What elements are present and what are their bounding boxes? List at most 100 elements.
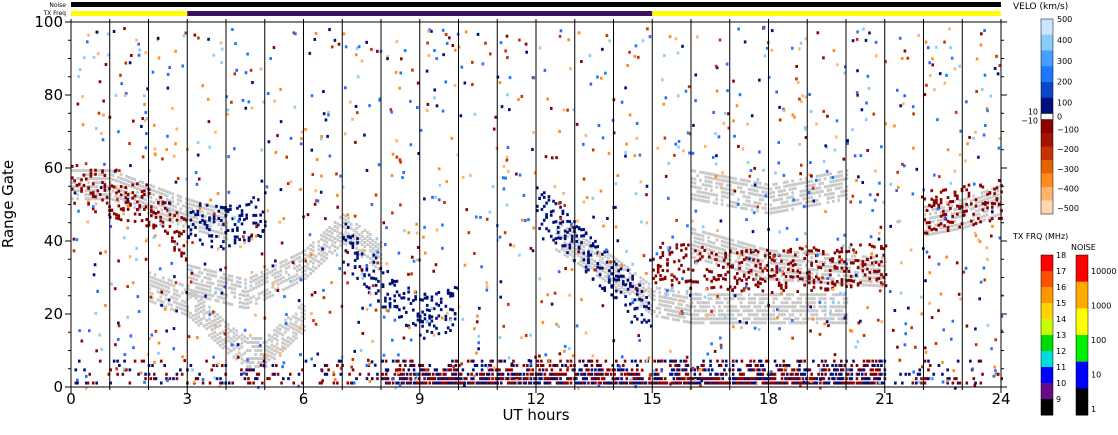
- scatter-cell: [833, 282, 837, 286]
- ground-scatter-cell: [799, 313, 803, 317]
- scatter-cell: [351, 272, 355, 276]
- ground-scatter-cell: [680, 295, 683, 299]
- scatter-band: [652, 241, 888, 295]
- scatter-cell: [683, 368, 686, 372]
- scatter-cell: [735, 104, 739, 108]
- scatter-cell: [670, 359, 674, 363]
- ground-scatter-cell: [747, 199, 751, 203]
- ground-scatter-cell: [322, 251, 326, 255]
- ground-scatter-cell: [333, 220, 337, 224]
- scatter-cell: [606, 368, 609, 372]
- scatter-cell: [405, 381, 409, 385]
- ground-scatter-cell: [791, 266, 794, 270]
- ground-scatter-cell: [306, 246, 310, 250]
- scatter-cell: [634, 372, 637, 376]
- scatter-cell: [686, 372, 690, 376]
- scatter-cell: [526, 368, 529, 372]
- scatter-cell: [742, 377, 745, 381]
- ground-scatter-cell: [148, 275, 152, 279]
- scatter-cell: [682, 256, 686, 260]
- scatter-cell: [778, 381, 782, 385]
- scatter-cell: [416, 381, 419, 385]
- ground-scatter-cell: [122, 177, 126, 181]
- scatter-cell: [320, 174, 323, 178]
- ground-scatter-cell: [601, 261, 605, 265]
- scatter-cell: [233, 235, 237, 239]
- ground-scatter-cell: [186, 313, 190, 317]
- scatter-cell: [486, 372, 489, 376]
- scatter-cell: [381, 285, 385, 289]
- ground-scatter-cell: [653, 298, 656, 302]
- ground-scatter-cell: [276, 274, 280, 278]
- scatter-cell: [615, 377, 618, 381]
- scatter-cell: [631, 285, 634, 289]
- scatter-cell: [231, 228, 235, 232]
- scatter-cell: [494, 368, 498, 372]
- ground-scatter-cell: [734, 181, 737, 185]
- scatter-cell: [703, 377, 707, 381]
- ground-scatter-cell: [742, 182, 746, 186]
- scatter-cell: [787, 262, 790, 266]
- ground-scatter-cell: [934, 207, 937, 211]
- scatter-cell: [571, 368, 575, 372]
- scatter-cell: [986, 201, 989, 205]
- scatter-cell: [346, 226, 350, 230]
- ground-scatter-cell: [745, 266, 748, 270]
- scatter-cell: [920, 381, 923, 385]
- scatter-cell: [684, 368, 688, 372]
- scatter-cell: [566, 219, 569, 223]
- scatter-cell: [372, 276, 376, 280]
- ground-scatter-cell: [211, 270, 215, 274]
- scatter-cell: [958, 381, 962, 385]
- ground-scatter-cell: [864, 283, 868, 287]
- scatter-cell: [756, 372, 759, 376]
- scatter-cell: [629, 284, 632, 288]
- ground-scatter-cell: [802, 321, 805, 325]
- scatter-cell: [570, 237, 574, 241]
- ground-scatter-cell: [360, 234, 364, 238]
- ground-scatter-cell: [87, 173, 90, 177]
- scatter-cell: [722, 277, 725, 281]
- scatter-cell: [133, 219, 137, 223]
- scatter-cell: [836, 377, 840, 381]
- scatter-cell: [591, 244, 595, 248]
- ground-scatter-cell: [273, 332, 276, 336]
- ground-scatter-cell: [739, 265, 743, 269]
- ground-scatter-cell: [796, 202, 800, 206]
- scatter-cell: [608, 381, 611, 385]
- scatter-cell: [820, 377, 824, 381]
- scatter-cell: [615, 381, 618, 385]
- ground-scatter-cell: [745, 179, 748, 183]
- scatter-cell: [115, 213, 118, 217]
- ground-scatter-cell: [791, 301, 794, 305]
- scatter-cell: [527, 368, 531, 372]
- ground-scatter-cell: [834, 293, 838, 297]
- scatter-cell: [393, 294, 396, 298]
- scatter-cell: [419, 364, 423, 368]
- ground-scatter-cell: [170, 283, 173, 287]
- scatter-cell: [123, 359, 126, 363]
- scatter-cell: [430, 295, 434, 299]
- scatter-cell: [691, 268, 695, 272]
- scatter-cell: [540, 359, 543, 363]
- ground-scatter-cell: [796, 297, 800, 301]
- scatter-cell: [529, 377, 533, 381]
- ground-scatter-cell: [303, 253, 307, 257]
- ground-scatter-cell: [756, 193, 759, 197]
- ground-scatter-cell: [246, 301, 250, 305]
- ground-scatter-cell: [875, 272, 879, 276]
- scatter-cell: [397, 368, 400, 372]
- ground-scatter-cell: [238, 280, 242, 284]
- ground-scatter-cell: [273, 328, 276, 332]
- ground-scatter-cell: [240, 357, 244, 361]
- ground-scatter-cell: [205, 311, 209, 315]
- scatter-cell: [588, 372, 592, 376]
- ground-scatter-cell: [775, 206, 778, 210]
- ground-scatter-cell: [368, 249, 372, 253]
- ground-scatter-cell: [186, 293, 190, 297]
- scatter-cell: [824, 372, 827, 376]
- ground-scatter-cell: [761, 297, 765, 301]
- scatter-cell: [547, 377, 550, 381]
- scatter-cell: [524, 377, 527, 381]
- ground-scatter-cell: [233, 295, 236, 299]
